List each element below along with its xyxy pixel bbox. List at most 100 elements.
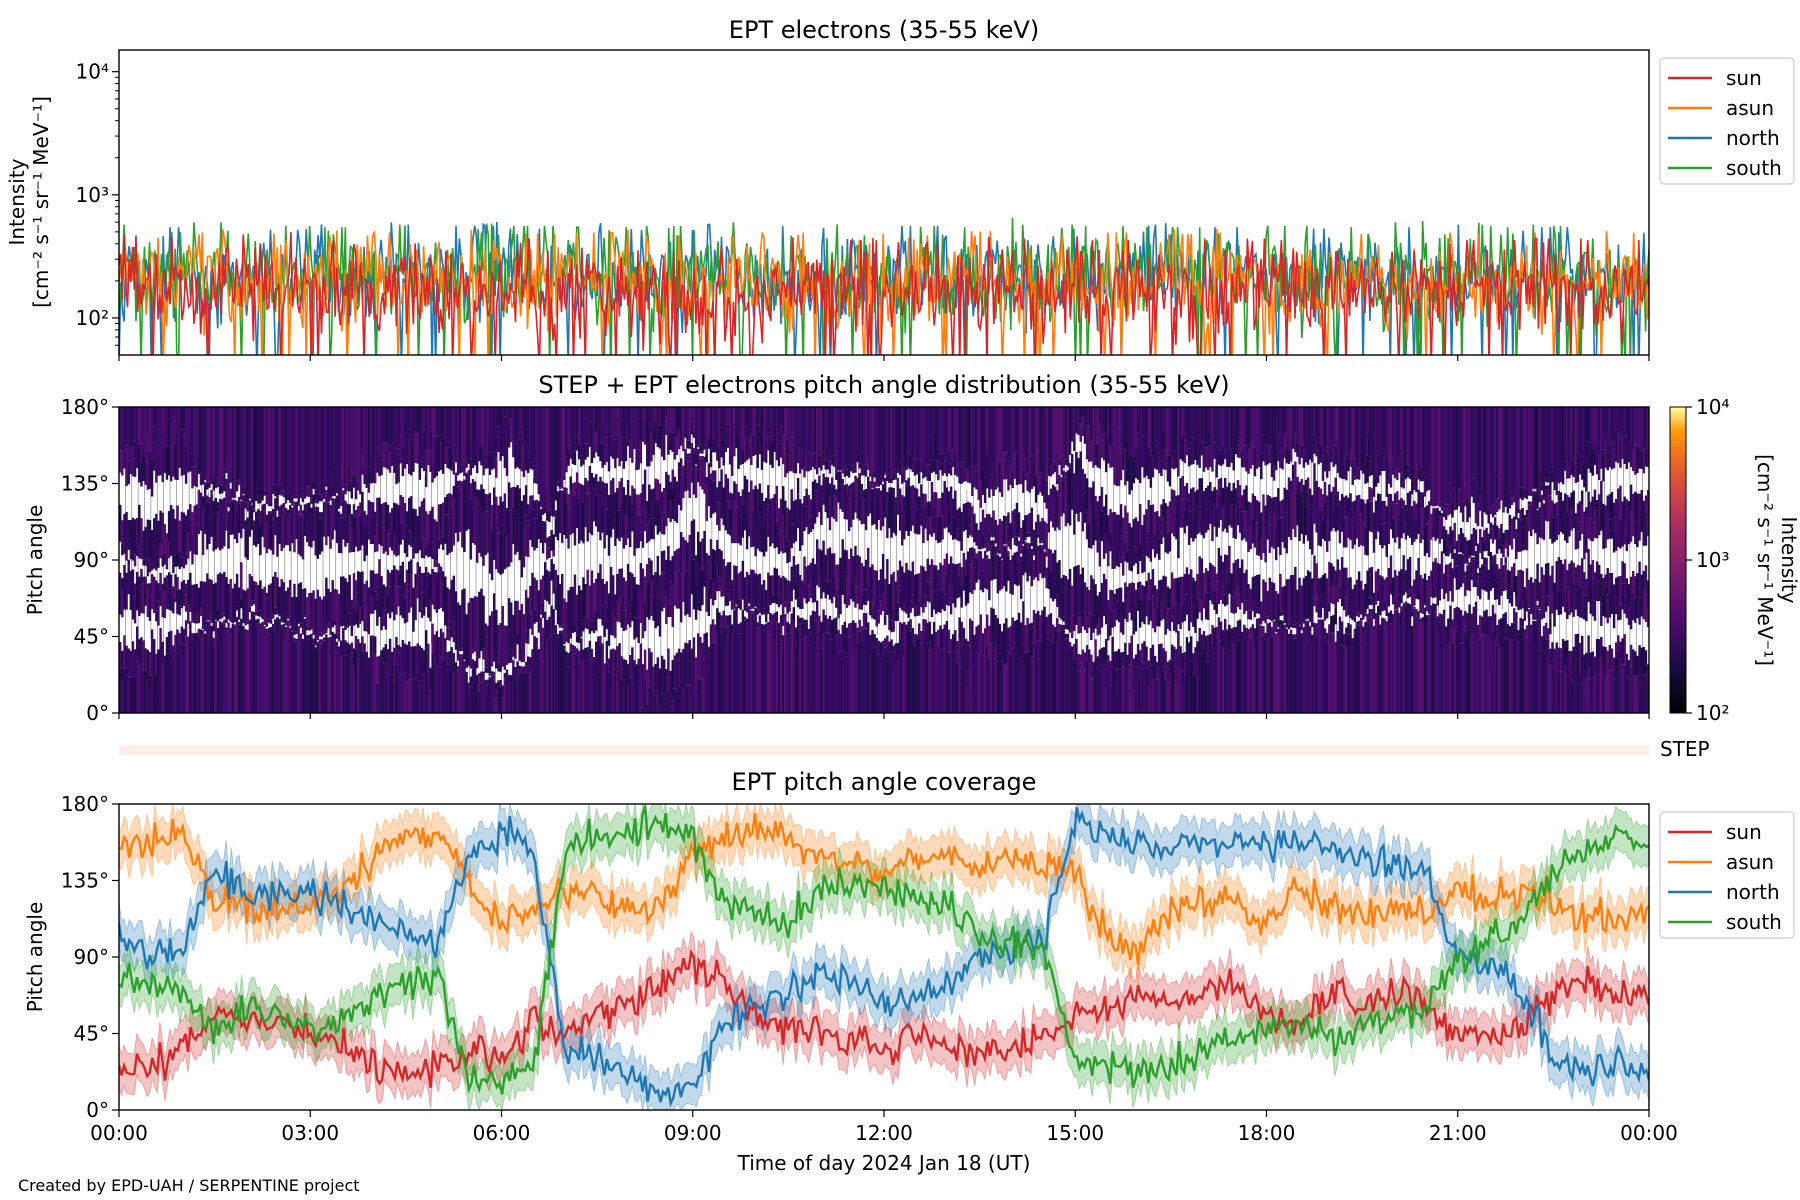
pad-cell [582,501,585,544]
pad-cell [1141,602,1144,622]
pad-cell [592,657,596,675]
pad-cell [248,624,252,713]
pad-cell [265,622,269,627]
pad-cell [314,644,317,646]
pad-cell [1009,407,1012,466]
pad-cell [401,407,405,448]
pad-cell [1132,456,1136,484]
pad-cell [1332,614,1335,633]
pad-cell [499,680,502,687]
pad-cell [554,646,558,713]
pad-cell [775,407,779,425]
pad-cell [395,448,398,485]
pad-cell [376,682,379,713]
pad-cell [518,407,521,440]
pad-cell [476,674,479,686]
pad-cell [529,452,532,469]
pad-cell [735,603,738,605]
pad-cell [852,489,855,520]
pad-cell [225,478,228,488]
pad-cell [1281,407,1284,452]
pad-cell [601,643,604,663]
pad-cell [790,566,793,591]
pad-cell [1030,542,1034,547]
pad-cell [550,530,553,543]
pad-cell [894,643,898,656]
pad-cell [580,638,583,713]
pad-cell [1245,569,1248,601]
pad-cell [1124,642,1127,661]
pad-cell [830,456,834,466]
pad-cell [860,640,864,713]
pad-cell [915,458,919,475]
pad-cell [1183,509,1187,534]
pad-cell [140,518,143,544]
pad-cell [439,531,443,545]
pad-cell [1158,602,1161,627]
pad-cell [943,594,946,612]
pad-cell [433,407,436,437]
pad-cell [563,648,566,713]
pad-cell [877,654,881,713]
pad-cell [784,619,787,713]
pad-cell [709,624,713,645]
pad-cell [658,424,662,449]
pad-cell [888,641,891,653]
pad-cell [792,524,796,544]
pad-cell [826,486,830,519]
pad-cell [905,464,908,471]
pad-cell [720,615,723,634]
pad-cell [495,517,498,570]
pad-cell [1247,407,1250,449]
pad-cell [286,407,290,494]
pad-cell [1102,433,1106,461]
pad-cell [1119,535,1123,564]
pad-cell [195,642,198,713]
pad-cell [337,593,341,633]
pad-cell [314,598,317,645]
pad-cell [607,517,611,556]
pad-cell [850,622,853,636]
pad-cell [384,502,388,528]
pad-cell [769,436,772,465]
pad-heatmap [119,407,1649,713]
pad-cell [1326,521,1329,552]
pad-cell [1364,626,1367,713]
pad-cell [1379,624,1382,637]
pad-cell [1228,546,1231,572]
pad-cell [1181,604,1184,623]
pad-cell [1111,512,1114,549]
pad-cell [518,673,521,713]
pad-cell [928,501,932,518]
pad-cell [652,666,655,690]
pad-cell [799,617,802,624]
pad-cell [1315,497,1318,533]
pad-cell [869,634,872,655]
pad-cell [1177,644,1180,713]
pad-cell [514,682,517,713]
pad-cell [1366,622,1369,713]
pad-cell [1381,523,1384,549]
pad-cell [1394,609,1397,713]
pad-cell [244,502,247,509]
pad-cell [890,407,893,478]
pad-cell [1283,626,1286,713]
pad-cell [930,601,934,618]
pad-cell [1149,455,1153,488]
pad-cell [979,653,983,713]
pad-cell [960,567,963,585]
pad-cell [1071,454,1074,463]
pad-cell [1162,517,1165,538]
pad-cell [414,540,417,554]
pad-cell [711,442,715,453]
pad-cell [1362,499,1365,523]
pad-cell [140,461,143,487]
pad-cell [378,655,381,687]
pad-cell [724,626,728,713]
pad-cell [945,457,949,477]
pad-cell [709,644,713,713]
pad-cell [1255,500,1259,523]
pad-cell [1281,499,1284,518]
pad-cell [966,670,970,713]
